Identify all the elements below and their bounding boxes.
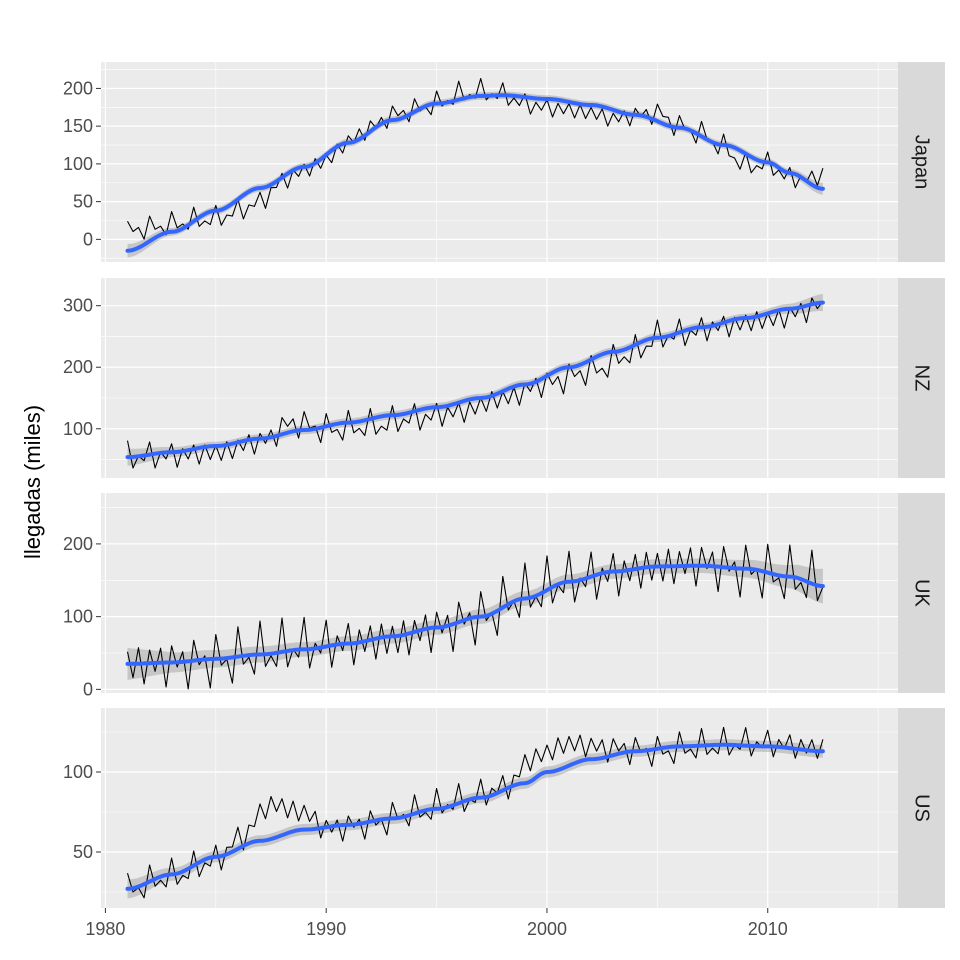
series-line-uk bbox=[126, 543, 824, 690]
series-line-us bbox=[126, 726, 824, 899]
panel-us: 50 100 US bbox=[63, 708, 945, 908]
panel-japan: 0 50 100 150 200 Japan bbox=[63, 62, 945, 262]
y-tick-label: 50 bbox=[73, 842, 93, 862]
facet-strip bbox=[898, 708, 945, 908]
facet-strip bbox=[898, 62, 945, 262]
panel-uk: 0 100 200 UK bbox=[63, 493, 945, 699]
smooth-fit-line-nz bbox=[125, 300, 825, 460]
y-tick-label: 0 bbox=[83, 229, 93, 249]
panel-background bbox=[101, 493, 898, 693]
smooth-confidence-ribbon bbox=[127, 294, 823, 466]
y-tick-label: 50 bbox=[73, 192, 93, 212]
smooth-fit-line-japan bbox=[125, 93, 825, 253]
panel-background bbox=[101, 708, 898, 908]
y-tick-label: 100 bbox=[63, 419, 93, 439]
facet-strip-label: Japan bbox=[911, 135, 933, 190]
y-tick-label: 200 bbox=[63, 534, 93, 554]
x-tick-label: 2000 bbox=[527, 919, 567, 939]
smooth-fit-line-uk bbox=[125, 563, 825, 666]
y-tick-label: 100 bbox=[63, 762, 93, 782]
chart-panels: 0 50 100 150 200 Japan 100 200 300 NZ 0 100 200 UK 50 1… bbox=[63, 62, 945, 908]
series-line-nz bbox=[126, 297, 824, 469]
x-axis: 1980 1990 2000 2010 bbox=[85, 908, 788, 939]
smooth-fit-line-us bbox=[125, 742, 825, 891]
x-tick-label: 2010 bbox=[748, 919, 788, 939]
facet-strip-label: NZ bbox=[911, 365, 933, 392]
facet-strip-label: UK bbox=[911, 579, 933, 607]
facet-strip-label: US bbox=[911, 794, 933, 822]
facet-strip bbox=[898, 278, 945, 478]
facet-strip bbox=[898, 493, 945, 693]
x-tick-label: 1990 bbox=[306, 919, 346, 939]
y-tick-label: 200 bbox=[63, 357, 93, 377]
y-tick-label: 0 bbox=[83, 679, 93, 699]
panel-nz: 100 200 300 NZ bbox=[63, 278, 945, 478]
y-axis-title: llegadas (miles) bbox=[20, 405, 45, 559]
y-tick-label: 100 bbox=[63, 607, 93, 627]
x-tick-label: 1980 bbox=[85, 919, 125, 939]
y-tick-label: 150 bbox=[63, 116, 93, 136]
y-tick-label: 100 bbox=[63, 154, 93, 174]
y-tick-label: 300 bbox=[63, 296, 93, 316]
y-tick-label: 200 bbox=[63, 78, 93, 98]
